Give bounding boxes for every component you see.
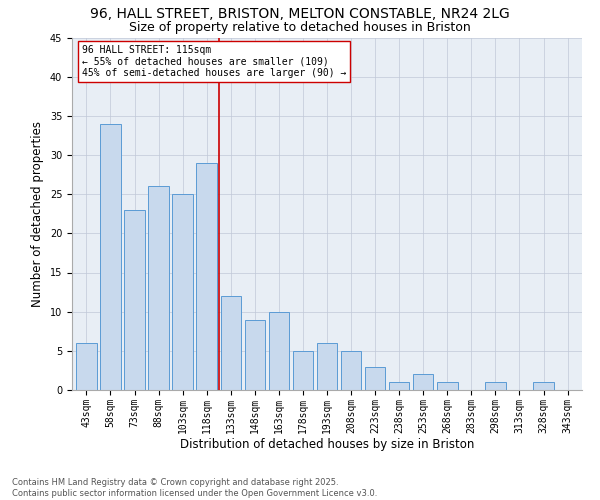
Y-axis label: Number of detached properties: Number of detached properties (31, 120, 44, 306)
Bar (293, 351, 313, 390)
Bar (148, 186, 169, 390)
Bar (269, 312, 289, 390)
Bar (245, 320, 265, 390)
Bar (221, 296, 241, 390)
Bar (124, 210, 145, 390)
Text: Size of property relative to detached houses in Briston: Size of property relative to detached ho… (129, 21, 471, 34)
X-axis label: Distribution of detached houses by size in Briston: Distribution of detached houses by size … (180, 438, 474, 452)
Bar (389, 382, 409, 390)
Bar (317, 343, 337, 390)
Text: 96, HALL STREET, BRISTON, MELTON CONSTABLE, NR24 2LG: 96, HALL STREET, BRISTON, MELTON CONSTAB… (90, 8, 510, 22)
Text: 96 HALL STREET: 115sqm
← 55% of detached houses are smaller (109)
45% of semi-de: 96 HALL STREET: 115sqm ← 55% of detached… (82, 44, 347, 78)
Bar (365, 366, 385, 390)
Bar (196, 163, 217, 390)
Bar (172, 194, 193, 390)
Text: Contains HM Land Registry data © Crown copyright and database right 2025.
Contai: Contains HM Land Registry data © Crown c… (12, 478, 377, 498)
Bar (76, 343, 97, 390)
Bar (485, 382, 506, 390)
Bar (100, 124, 121, 390)
Bar (341, 351, 361, 390)
Bar (413, 374, 433, 390)
Bar (533, 382, 554, 390)
Bar (437, 382, 458, 390)
